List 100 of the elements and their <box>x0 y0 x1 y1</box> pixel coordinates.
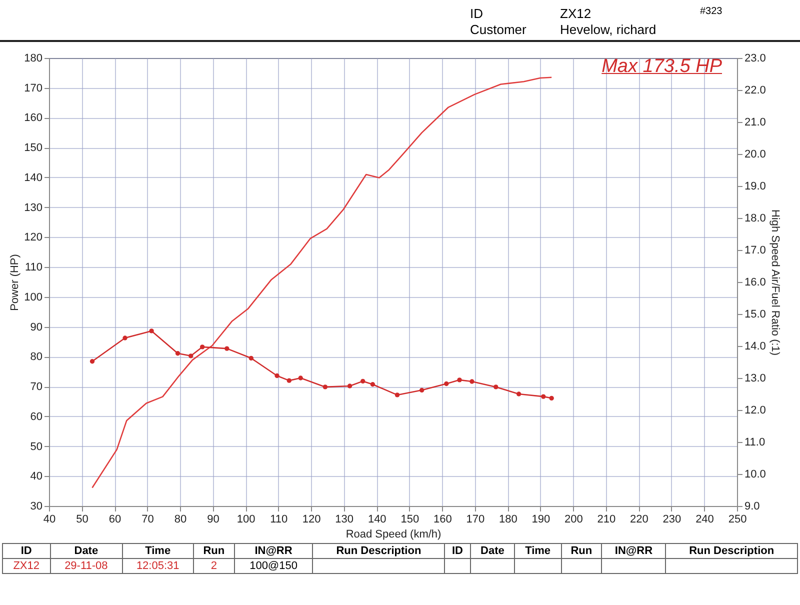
y-tick-label: 150 <box>24 142 42 154</box>
y-tick-label: 130 <box>24 202 42 214</box>
y2-tick-label: 12.0 <box>744 404 766 416</box>
x-tick-label: 240 <box>696 514 714 526</box>
text: IN@RR <box>234 544 313 558</box>
y-tick-label: 70 <box>30 381 42 394</box>
y-tick-label: 80 <box>30 351 42 364</box>
x-tick-label: 150 <box>400 514 420 526</box>
text: Run Description <box>312 544 445 558</box>
text: 29-11-08 <box>50 558 122 574</box>
point <box>175 351 180 356</box>
y2-tick-label: 18.0 <box>744 212 766 224</box>
point <box>298 376 303 380</box>
text: 12:05:31 <box>122 558 194 574</box>
y-tick-label: 110 <box>24 262 42 274</box>
x-tick-label: 120 <box>302 514 321 526</box>
text: Run Description <box>666 544 798 558</box>
y2-tick-label: 11.0 <box>744 436 766 448</box>
point <box>360 378 366 384</box>
text: Date <box>470 544 515 558</box>
point <box>444 381 449 386</box>
point <box>122 336 128 340</box>
text: Time <box>514 544 562 558</box>
x-tick-label: 170 <box>466 514 485 526</box>
point <box>419 388 424 392</box>
text: Time <box>122 544 194 558</box>
point <box>188 354 194 358</box>
text: Date <box>50 544 122 558</box>
line-series <box>92 76 552 488</box>
y2-axis-title: High Speed Air/Fuel Ratio (:1) <box>768 209 781 356</box>
text: #323 <box>700 6 722 17</box>
text: Run <box>561 544 602 558</box>
y2-tick-label: 20.0 <box>744 148 766 160</box>
y2-tick-label: 22.0 <box>744 84 766 96</box>
x-tick-label: 220 <box>630 514 648 526</box>
y-tick-label: 120 <box>24 232 42 244</box>
y-tick-label: 30 <box>30 500 42 512</box>
text: 100@150 <box>234 558 313 574</box>
y-axis-title: Power (HP) <box>9 254 22 311</box>
y-tick-label: 140 <box>24 172 42 184</box>
y-tick-label: 160 <box>24 112 42 124</box>
point <box>248 356 254 360</box>
point <box>200 344 205 350</box>
x-tick-label: 130 <box>335 514 354 526</box>
x-tick-label: 70 <box>142 514 154 526</box>
text: ZX12 <box>560 6 592 21</box>
x-tick-label: 60 <box>108 514 122 526</box>
y2-tick-label: 16.0 <box>744 276 766 288</box>
text: ID <box>444 544 470 558</box>
x-tick-label: 140 <box>368 514 386 526</box>
y2-tick-label: 9.0 <box>744 500 760 512</box>
y-tick-label: 100 <box>24 291 42 304</box>
x-tick-label: 180 <box>498 514 518 526</box>
y2-tick-label: 19.0 <box>744 180 766 192</box>
point <box>516 392 522 396</box>
point <box>274 373 280 378</box>
point <box>224 346 230 351</box>
text: Hevelow, richard <box>560 22 656 37</box>
x-tick-label: 250 <box>728 514 747 526</box>
y2-tick-label: 21.0 <box>744 116 766 128</box>
point <box>370 382 376 387</box>
point <box>470 379 474 384</box>
text: Run <box>194 544 234 558</box>
point <box>149 328 154 334</box>
x-tick-label: 200 <box>564 514 583 526</box>
x-tick-label: 50 <box>76 514 88 526</box>
y2-tick-label: 15.0 <box>744 308 766 320</box>
y2-tick-label: 17.0 <box>744 244 766 256</box>
x-tick-label: 90 <box>207 514 220 526</box>
y-tick-label: 180 <box>24 52 42 64</box>
point <box>286 378 292 383</box>
y2-tick-label: 10.0 <box>744 468 766 480</box>
point <box>347 384 352 388</box>
x-tick-label: 190 <box>532 514 550 526</box>
y2-tick-label: 14.0 <box>744 340 766 352</box>
text: ID <box>2 544 50 558</box>
y-tick-label: 90 <box>30 321 42 334</box>
point <box>322 384 328 390</box>
point <box>457 378 462 382</box>
x-tick-label: 40 <box>43 514 56 526</box>
y2-tick-label: 23.0 <box>744 52 766 64</box>
x-tick-label: 110 <box>270 514 288 526</box>
point <box>394 392 400 398</box>
y-tick-label: 40 <box>30 470 42 483</box>
x-tick-label: 230 <box>662 514 682 526</box>
annotation: Max 173.5 HP <box>602 56 722 78</box>
text: ZX12 <box>2 558 50 574</box>
point <box>549 396 554 400</box>
x-tick-label: 210 <box>597 514 616 526</box>
y-tick-label: 50 <box>30 440 42 453</box>
y-tick-label: 60 <box>30 410 42 423</box>
point <box>90 359 95 364</box>
x-tick-label: 160 <box>433 514 452 526</box>
point <box>494 384 498 390</box>
y2-tick-label: 13.0 <box>744 372 766 384</box>
text: IN@RR <box>602 544 666 558</box>
point <box>541 394 546 399</box>
x-axis-title: Road Speed (km/h) <box>346 528 442 540</box>
text: Customer <box>470 22 526 37</box>
x-tick-label: 80 <box>174 514 187 526</box>
